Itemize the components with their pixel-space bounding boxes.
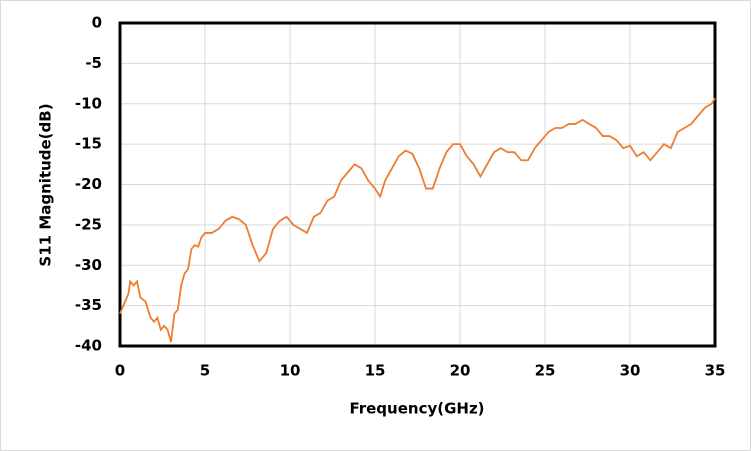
y-tick-label: -5 <box>85 54 102 72</box>
data-line <box>119 97 716 343</box>
plot-border <box>118 21 717 348</box>
y-tick-label: -10 <box>75 94 102 112</box>
x-tick-label: 10 <box>280 362 301 380</box>
y-tick-label: -30 <box>75 256 102 274</box>
x-tick-label: 0 <box>115 362 125 380</box>
y-axis-title: S11 Magnitude(dB) <box>37 103 55 266</box>
y-tick-label: 0 <box>92 14 102 32</box>
x-tick-label: 30 <box>620 362 641 380</box>
y-tick-label: -20 <box>75 175 102 193</box>
y-tick-label: -25 <box>75 215 102 233</box>
x-tick-label: 15 <box>365 362 386 380</box>
x-tick-label: 35 <box>705 362 726 380</box>
x-axis-title: Frequency(GHz) <box>349 400 484 418</box>
x-tick-label: 5 <box>200 362 210 380</box>
y-tick-label: -35 <box>75 296 102 314</box>
y-tick-label: -15 <box>75 135 102 153</box>
y-tick-label: -40 <box>75 337 102 355</box>
x-tick-label: 20 <box>450 362 471 380</box>
x-tick-label: 25 <box>535 362 556 380</box>
